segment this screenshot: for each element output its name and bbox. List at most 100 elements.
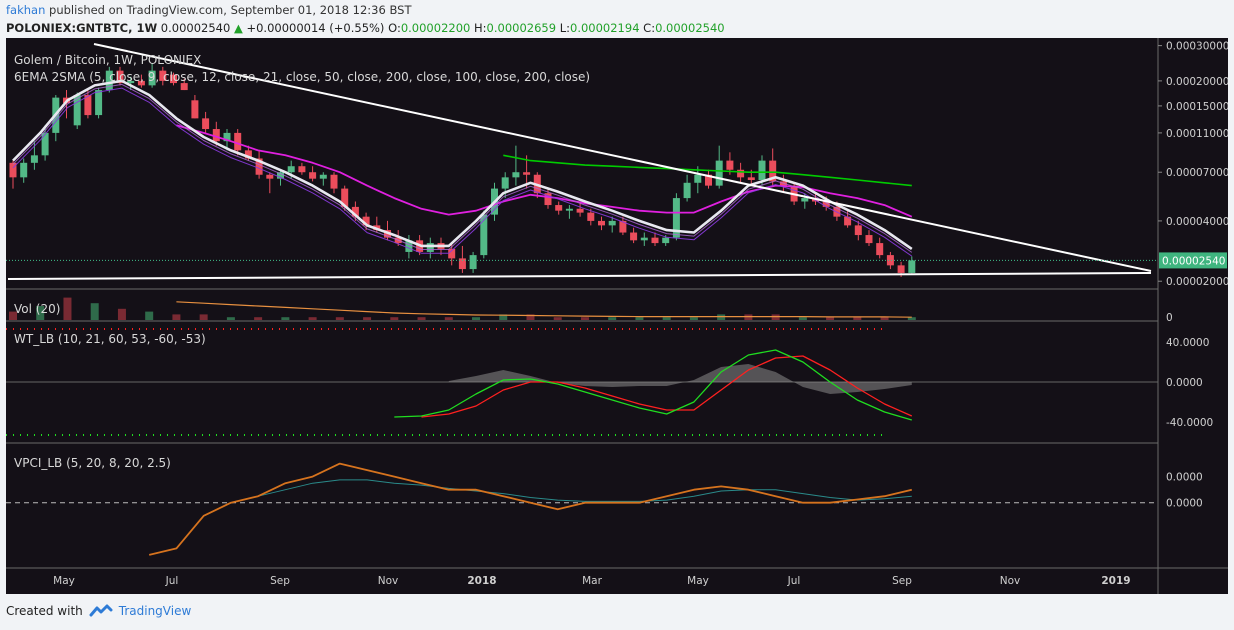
- candle[interactable]: [116, 70, 124, 84]
- candle[interactable]: [458, 258, 466, 270]
- candle[interactable]: [95, 90, 103, 116]
- candle[interactable]: [565, 208, 573, 211]
- symbol-info: POLONIEX:GNTBTC, 1W 0.00002540 ▲ +0.0000…: [6, 21, 725, 35]
- candle[interactable]: [576, 208, 584, 213]
- candle[interactable]: [544, 193, 552, 206]
- trendline-upper[interactable]: [93, 43, 1152, 272]
- candle[interactable]: [180, 83, 188, 91]
- candle[interactable]: [737, 169, 745, 178]
- candle[interactable]: [448, 248, 456, 259]
- candle[interactable]: [651, 237, 659, 244]
- chart-canvas[interactable]: 0.00002540 0.00030000 0.00020000 0.00015000…: [6, 38, 1228, 594]
- candle[interactable]: [801, 198, 809, 202]
- candle[interactable]: [844, 216, 852, 226]
- candle[interactable]: [555, 205, 563, 211]
- candle[interactable]: [84, 95, 92, 116]
- wavetrend-pane[interactable]: [6, 328, 1158, 436]
- high-value: 0.00002659: [486, 21, 557, 35]
- wt-axis-label: -40.0000: [1166, 417, 1213, 429]
- trendline-lower[interactable]: [7, 272, 1152, 280]
- open-value: 0.00002200: [400, 21, 471, 35]
- volume-bar: [662, 317, 671, 320]
- footer: Created with TradingView: [6, 604, 191, 618]
- candle[interactable]: [234, 132, 242, 151]
- candle[interactable]: [9, 162, 17, 178]
- time-axis-label: Sep: [270, 575, 290, 587]
- candle[interactable]: [640, 237, 648, 241]
- candle[interactable]: [598, 220, 605, 226]
- volume-bar: [608, 317, 617, 320]
- candle[interactable]: [341, 188, 349, 207]
- candle[interactable]: [822, 201, 830, 207]
- candle[interactable]: [266, 174, 274, 179]
- author-link[interactable]: fakhan: [6, 3, 46, 17]
- price-axis-label: 0.00011000: [1166, 128, 1228, 140]
- candle[interactable]: [523, 172, 531, 175]
- candle[interactable]: [319, 174, 327, 179]
- candle[interactable]: [191, 100, 199, 119]
- publish-text: published on TradingView.com, September …: [49, 3, 412, 17]
- candle[interactable]: [223, 132, 231, 142]
- candle[interactable]: [137, 80, 145, 86]
- candle[interactable]: [747, 177, 755, 181]
- candle[interactable]: [244, 150, 252, 159]
- candle[interactable]: [159, 70, 167, 81]
- candle[interactable]: [897, 265, 905, 273]
- candle[interactable]: [672, 198, 680, 238]
- candle[interactable]: [212, 129, 220, 142]
- candle[interactable]: [683, 182, 691, 199]
- candle[interactable]: [662, 237, 670, 244]
- candle[interactable]: [330, 174, 338, 189]
- candle[interactable]: [351, 206, 359, 217]
- candle[interactable]: [769, 160, 777, 182]
- volume-bar: [553, 317, 562, 320]
- candle[interactable]: [608, 220, 616, 226]
- candle[interactable]: [405, 240, 413, 252]
- candle[interactable]: [886, 255, 894, 266]
- candle[interactable]: [202, 118, 210, 130]
- candle[interactable]: [127, 80, 135, 84]
- volume-pane[interactable]: [9, 297, 916, 320]
- volume-bar: [390, 317, 399, 320]
- price-pane[interactable]: [6, 43, 1158, 280]
- candle[interactable]: [426, 243, 434, 252]
- candle[interactable]: [854, 225, 862, 236]
- candle[interactable]: [705, 174, 712, 186]
- candle[interactable]: [362, 216, 370, 226]
- vpci-pane[interactable]: [6, 462, 1158, 556]
- candle[interactable]: [908, 260, 916, 273]
- candle[interactable]: [726, 160, 734, 170]
- candle[interactable]: [298, 166, 306, 173]
- candle[interactable]: [287, 166, 295, 173]
- candle[interactable]: [41, 132, 49, 156]
- candle[interactable]: [469, 255, 477, 270]
- tradingview-link[interactable]: TradingView: [118, 604, 192, 618]
- candle[interactable]: [694, 174, 702, 183]
- candle[interactable]: [876, 243, 884, 256]
- candle[interactable]: [309, 172, 317, 179]
- candle[interactable]: [105, 70, 113, 91]
- change-up-icon: ▲: [233, 21, 243, 35]
- volume-bar: [254, 317, 263, 320]
- candle[interactable]: [512, 172, 520, 178]
- candle[interactable]: [587, 212, 595, 221]
- volume-bar: [308, 317, 317, 320]
- candle[interactable]: [758, 160, 766, 181]
- candle[interactable]: [255, 158, 263, 175]
- candle[interactable]: [501, 177, 509, 189]
- candle[interactable]: [170, 74, 177, 84]
- candle[interactable]: [20, 162, 28, 178]
- volume-sma-line: [176, 301, 912, 318]
- candle[interactable]: [715, 160, 723, 186]
- volume-bar: [363, 317, 372, 320]
- wt1-line: [394, 349, 912, 421]
- candle[interactable]: [30, 155, 38, 163]
- candle[interactable]: [277, 172, 284, 179]
- candle[interactable]: [73, 95, 81, 126]
- wt-axis-label: 0.0000: [1166, 377, 1203, 389]
- candle[interactable]: [630, 232, 638, 241]
- candle[interactable]: [480, 214, 488, 256]
- candle[interactable]: [619, 220, 627, 233]
- candle[interactable]: [148, 70, 156, 86]
- candle[interactable]: [865, 235, 873, 244]
